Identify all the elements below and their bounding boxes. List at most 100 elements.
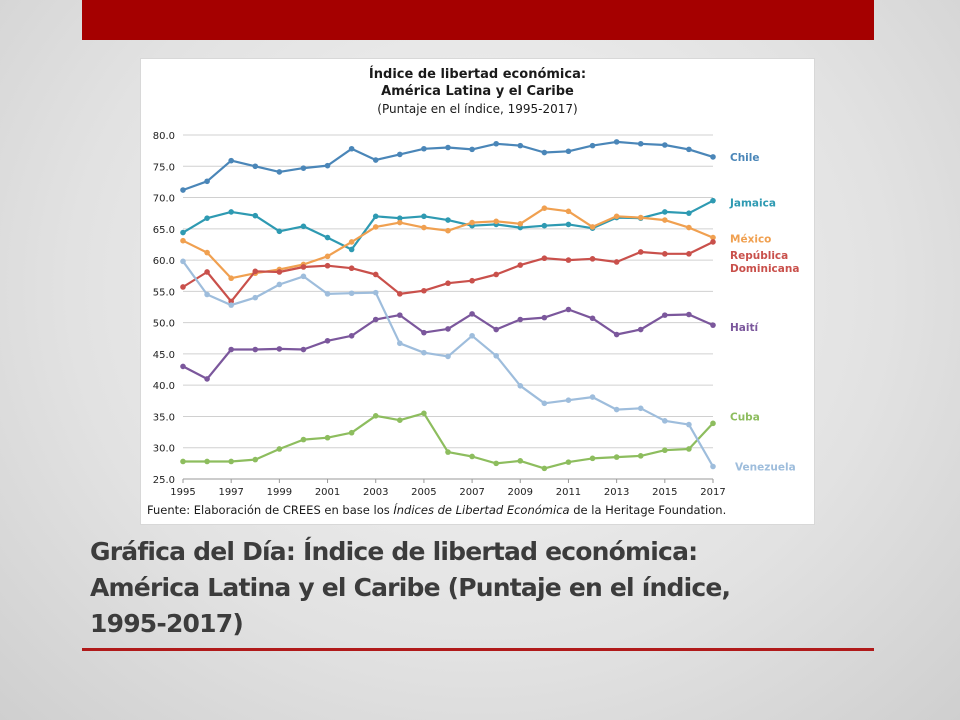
data-point xyxy=(228,346,234,353)
y-tick-label: 25.0 xyxy=(153,475,175,486)
data-point xyxy=(180,258,186,265)
data-point xyxy=(204,178,210,185)
data-point xyxy=(324,291,331,297)
data-point xyxy=(589,256,596,262)
data-point xyxy=(348,429,355,436)
x-tick-label: 2011 xyxy=(556,487,581,498)
top-accent-bar xyxy=(82,0,874,40)
data-point xyxy=(300,223,307,230)
data-point xyxy=(445,449,451,455)
data-point xyxy=(204,458,210,465)
data-point xyxy=(613,139,620,145)
data-point xyxy=(276,228,283,235)
data-point xyxy=(445,326,451,332)
data-point xyxy=(421,213,427,220)
data-point xyxy=(662,142,668,148)
data-point xyxy=(348,239,355,245)
x-tick-label: 2017 xyxy=(700,487,725,498)
series-line xyxy=(183,412,714,470)
data-point xyxy=(180,284,186,290)
data-point xyxy=(686,251,692,257)
data-point xyxy=(324,234,331,241)
x-tick-label: 2005 xyxy=(411,487,436,498)
data-point xyxy=(541,314,548,321)
data-point xyxy=(228,302,234,308)
data-point xyxy=(445,353,451,360)
series-label: Dominicana xyxy=(730,263,799,275)
bottom-rule xyxy=(82,648,874,651)
data-point xyxy=(324,262,331,269)
data-point xyxy=(710,239,716,245)
data-point xyxy=(252,294,259,301)
data-point xyxy=(276,346,283,352)
data-point xyxy=(686,210,692,216)
data-point xyxy=(397,340,403,347)
data-point xyxy=(662,312,668,318)
data-point xyxy=(662,418,668,424)
data-point xyxy=(180,229,186,236)
chart-subtitle-2: (Puntaje en el índice, 1995-2017) xyxy=(377,102,578,116)
data-point xyxy=(493,326,499,333)
data-point xyxy=(204,249,210,256)
data-point xyxy=(300,346,307,353)
data-point xyxy=(541,222,548,229)
series-label: Haití xyxy=(730,322,759,334)
data-point xyxy=(348,265,355,272)
data-point xyxy=(589,455,596,462)
data-point xyxy=(517,316,524,323)
data-point xyxy=(517,221,524,227)
data-point xyxy=(204,376,210,382)
data-point xyxy=(710,197,716,204)
data-point xyxy=(493,271,499,278)
data-point xyxy=(493,140,499,147)
series-line xyxy=(182,308,714,380)
data-point xyxy=(276,169,283,175)
data-point xyxy=(445,227,451,234)
series-line xyxy=(182,260,714,468)
x-tick-label: 1999 xyxy=(267,487,292,498)
y-tick-label: 65.0 xyxy=(153,225,175,236)
data-point xyxy=(517,458,524,464)
data-point xyxy=(324,337,331,344)
data-point xyxy=(252,346,259,353)
chart-card: Índice de libertad económica: América La… xyxy=(140,58,815,525)
data-point xyxy=(348,145,355,152)
series-label: Venezuela xyxy=(735,461,796,473)
data-point xyxy=(662,209,668,215)
data-point xyxy=(469,311,475,317)
data-point xyxy=(686,146,692,153)
data-point xyxy=(397,312,403,318)
data-point xyxy=(421,410,427,417)
series-label: México xyxy=(730,234,771,246)
x-tick-label: 2001 xyxy=(315,487,340,498)
source-suffix: de la Heritage Foundation. xyxy=(569,503,727,517)
data-point xyxy=(372,289,379,296)
data-point xyxy=(469,219,475,226)
line-chart: 25.0 30.0 35.0 40.0 45.0 50.0 55.0 60.0 65.0 70.0… xyxy=(153,131,800,498)
data-point xyxy=(324,434,331,441)
series-label: Chile xyxy=(730,152,760,164)
chart-subtitle: América Latina y el Caribe xyxy=(381,84,574,99)
data-point xyxy=(276,281,283,288)
data-point xyxy=(589,142,596,149)
data-point xyxy=(397,215,403,221)
data-point xyxy=(541,205,548,211)
data-point xyxy=(637,405,644,412)
data-point xyxy=(493,460,499,467)
data-point xyxy=(204,291,210,298)
data-point xyxy=(228,275,234,282)
data-point xyxy=(421,349,427,356)
data-point xyxy=(300,165,307,171)
data-point xyxy=(276,446,283,452)
data-point xyxy=(397,417,403,424)
data-point xyxy=(469,453,475,460)
data-point xyxy=(637,249,644,255)
data-point xyxy=(204,269,210,275)
series-label: Cuba xyxy=(730,411,760,423)
x-tick-label: 2003 xyxy=(363,487,388,498)
data-point xyxy=(686,446,692,452)
data-point xyxy=(445,217,451,223)
data-point xyxy=(565,397,572,403)
data-point xyxy=(613,331,620,338)
data-point xyxy=(180,363,186,370)
